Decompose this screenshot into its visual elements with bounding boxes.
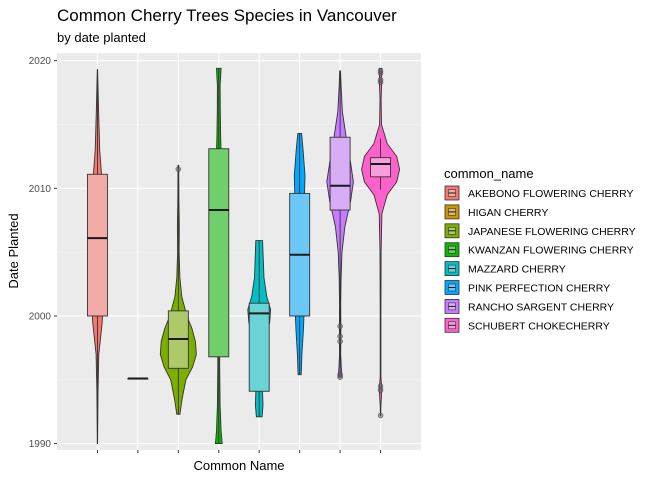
x-axis-title: Common Name xyxy=(193,458,284,473)
legend-label: MAZZARD CHERRY xyxy=(468,264,566,276)
legend-label: SCHUBERT CHOKECHERRY xyxy=(468,320,610,332)
boxplots-layer xyxy=(86,68,392,444)
outlier-point xyxy=(337,323,343,329)
legend: common_name AKEBONO FLOWERING CHERRY HIGA… xyxy=(444,166,636,333)
box xyxy=(329,136,351,211)
box xyxy=(208,148,230,358)
outlier-point xyxy=(377,77,384,83)
chart-subtitle: by date planted xyxy=(57,30,146,45)
legend-label: HIGAN CHERRY xyxy=(468,207,548,219)
y-tick-label: 2010 xyxy=(29,184,52,195)
y-tick-label: 2020 xyxy=(29,56,52,67)
outlier-point xyxy=(377,412,384,419)
legend-label: RANCHO SARGENT CHERRY xyxy=(468,301,614,313)
y-axis: 1990 2000 2010 2020 xyxy=(29,56,57,450)
outlier-point xyxy=(175,166,182,172)
chart-title: Common Cherry Trees Species in Vancouver xyxy=(57,6,397,25)
box xyxy=(370,157,392,178)
legend-label: KWANZAN FLOWERING CHERRY xyxy=(468,245,634,257)
outlier-point xyxy=(377,383,384,389)
y-tick-label: 2000 xyxy=(29,311,52,322)
box xyxy=(248,302,270,392)
outlier-point xyxy=(337,374,343,380)
y-axis-title: Date Planted xyxy=(6,213,21,288)
box xyxy=(86,173,108,317)
outlier-point xyxy=(377,68,384,74)
outlier-point xyxy=(337,333,343,340)
outlier-point xyxy=(337,338,343,345)
legend-title: common_name xyxy=(444,166,534,181)
legend-label: AKEBONO FLOWERING CHERRY xyxy=(468,188,634,200)
plot-panel xyxy=(57,53,421,450)
y-tick-label: 1990 xyxy=(29,439,52,450)
violin xyxy=(361,67,401,416)
x-axis xyxy=(96,450,382,453)
legend-label: JAPANESE FLOWERING CHERRY xyxy=(468,226,636,238)
legend-label: PINK PERFECTION CHERRY xyxy=(468,283,610,295)
